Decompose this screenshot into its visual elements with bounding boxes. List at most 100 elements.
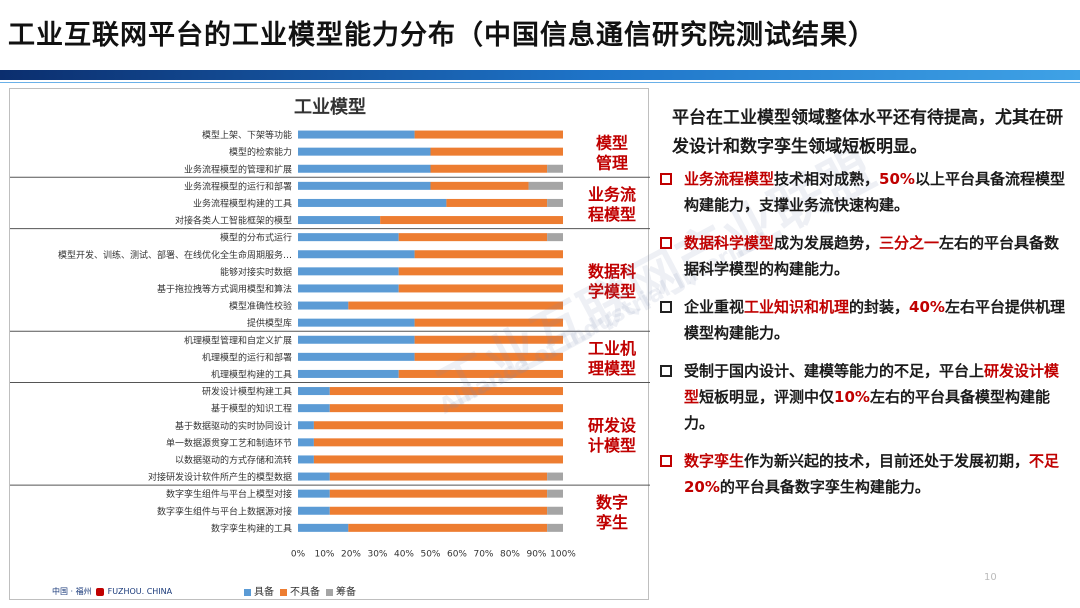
bar-segment: [430, 164, 548, 173]
bar-segment: [298, 352, 415, 361]
bar-segment: [528, 181, 563, 190]
group-label-line: 数字: [596, 493, 628, 512]
group-label-line: 模型: [596, 134, 628, 153]
group-label: 模型管理: [596, 134, 628, 173]
bar-segment: [348, 523, 548, 532]
group-label-line: 管理: [596, 154, 628, 173]
bar-segment: [380, 216, 563, 225]
group-label: 研发设计模型: [588, 416, 637, 455]
bar-segment: [298, 335, 415, 344]
x-tick-label: 10%: [314, 549, 334, 559]
bar-segment: [414, 335, 563, 344]
bar-segment: [329, 472, 548, 481]
x-tick-label: 100%: [550, 549, 576, 559]
bar-segment: [547, 489, 563, 498]
bullet-text: 技术相对成熟，: [774, 170, 880, 188]
bar-segment: [329, 506, 548, 515]
bullet-text: 的封装，: [849, 298, 910, 316]
bar-segment: [329, 404, 563, 413]
group-label-line: 业务流: [588, 185, 636, 204]
bar-segment: [414, 250, 563, 259]
category-label: 数字孪生组件与平台上数据源对接: [157, 505, 292, 517]
category-label: 业务流程模型构建的工具: [193, 197, 292, 209]
highlight-text: 三分之一: [879, 234, 940, 252]
bar-segment: [414, 130, 563, 139]
title-rule: [0, 70, 1080, 80]
category-label: 能够对接实时数据: [220, 266, 292, 278]
category-label: 基于数据驱动的实时协同设计: [175, 420, 292, 432]
legend-label: 不具备: [290, 587, 320, 598]
highlight-text: 研发设计模型: [684, 362, 1060, 406]
group-label-line: 计模型: [588, 436, 636, 455]
highlight-text: 数据科学模型: [684, 234, 775, 252]
category-label: 研发设计模型构建工具: [202, 386, 292, 398]
x-tick-label: 20%: [341, 549, 361, 559]
footer-logo-en: FUZHOU. CHINA: [107, 587, 173, 596]
bullet-text: 成为发展趋势，: [774, 234, 880, 252]
bullet-list: 业务流程模型技术相对成熟，50%以上平台具备流程模型构建能力，支撑业务流快速构建…: [660, 166, 1070, 500]
bar-segment: [547, 164, 563, 173]
bar-segment: [298, 506, 330, 515]
category-label: 业务流程模型的管理和扩展: [184, 163, 292, 175]
footer-logo-cn: 中国 · 福州: [52, 587, 92, 596]
bar-segment: [348, 301, 563, 310]
bar-segment: [298, 421, 314, 430]
category-label: 模型的检索能力: [229, 146, 292, 158]
bullet-text: 的平台具备数字孪生构建能力。: [719, 478, 930, 496]
bar-segment: [398, 369, 563, 378]
bar-segment: [298, 472, 330, 481]
bullet-box-icon: [660, 455, 672, 467]
highlight-text: 50%: [879, 170, 915, 188]
bar-segment: [298, 250, 415, 259]
bar-segment: [313, 421, 563, 430]
logo-mark-icon: [95, 587, 104, 596]
bullet-item: 业务流程模型技术相对成熟，50%以上平台具备流程模型构建能力，支撑业务流快速构建…: [660, 166, 1070, 218]
bar-segment: [398, 267, 563, 276]
highlight-text: 数字孪生: [684, 452, 745, 470]
bar-segment: [298, 438, 314, 447]
category-label: 模型的分布式运行: [220, 232, 292, 244]
group-label-line: 学模型: [588, 282, 636, 301]
x-tick-label: 80%: [500, 549, 520, 559]
category-label: 模型准确性校验: [229, 300, 292, 312]
bar-segment: [298, 130, 415, 139]
bar-segment: [313, 455, 563, 464]
bullet-item: 数据科学模型成为发展趋势，三分之一左右的平台具备数据科学模型的构建能力。: [660, 230, 1070, 282]
bar-segment: [298, 267, 399, 276]
bar-segment: [298, 369, 399, 378]
bullet-text: 以上平台具备流程模型构建能力，支撑业务流快速构建。: [684, 170, 1065, 214]
chart-title: 工业模型: [294, 96, 366, 118]
x-tick-label: 40%: [394, 549, 414, 559]
category-label: 机理模型的运行和部署: [202, 351, 292, 363]
bullet-text: 受制于国内设计、建模等能力的不足，平台上: [684, 362, 985, 380]
highlight-text: 业务流程模型: [684, 170, 775, 188]
category-label: 机理模型管理和自定义扩展: [184, 334, 292, 346]
x-tick-label: 50%: [420, 549, 440, 559]
bar-segment: [298, 387, 330, 396]
bullet-text: 作为新兴起的技术，目前还处于发展初期，: [744, 452, 1030, 470]
bullet-item: 受制于国内设计、建模等能力的不足，平台上研发设计模型短板明显，评测中仅10%左右…: [660, 358, 1070, 436]
bar-segment: [398, 284, 563, 293]
title-rule-thin: [0, 82, 1080, 83]
group-label-line: 理模型: [588, 359, 636, 378]
category-label: 数字孪生组件与平台上模型对接: [166, 488, 292, 500]
bar-segment: [298, 301, 349, 310]
legend-label: 具备: [254, 587, 274, 598]
bar-segment: [298, 455, 314, 464]
category-label: 基于拖拉拽等方式调用模型和算法: [157, 283, 292, 295]
bar-segment: [329, 489, 548, 498]
bullet-text: 企业重视: [684, 298, 745, 316]
legend-swatch: [326, 588, 333, 596]
group-label: 数据科学模型: [588, 262, 636, 301]
bar-segment: [298, 489, 330, 498]
bar-segment: [329, 387, 563, 396]
bar-segment: [298, 233, 399, 242]
category-label: 业务流程模型的运行和部署: [184, 180, 292, 192]
bar-segment: [547, 506, 563, 515]
bullet-text: 左右平台提供机理模型构建能力。: [684, 298, 1065, 342]
group-label: 数字孪生: [596, 493, 628, 532]
bar-segment: [298, 147, 431, 156]
x-tick-label: 70%: [473, 549, 493, 559]
bullet-box-icon: [660, 365, 672, 377]
bar-segment: [298, 523, 349, 532]
